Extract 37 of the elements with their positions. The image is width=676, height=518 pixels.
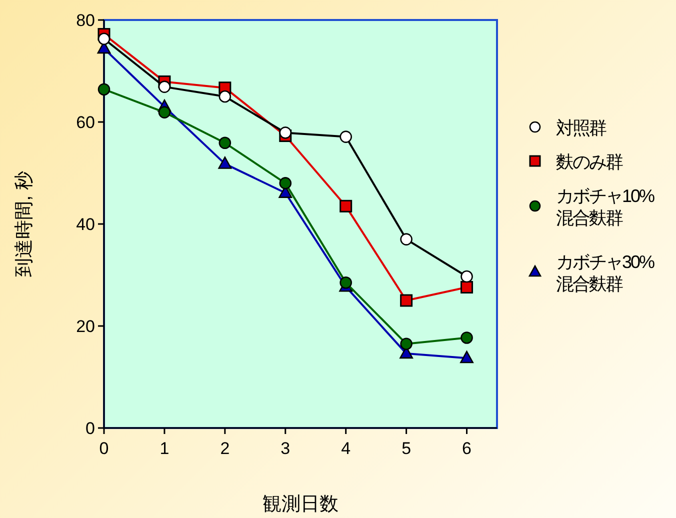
- x-tick-label: 6: [462, 439, 472, 458]
- x-tick-label: 2: [220, 439, 230, 458]
- x-tick-label: 1: [160, 439, 170, 458]
- point: [400, 233, 412, 246]
- point: [400, 294, 413, 307]
- point: [98, 83, 110, 96]
- y-axis-title: 到達時間, 秒: [14, 171, 35, 277]
- x-tick-label: 4: [341, 439, 351, 458]
- x-axis-title: 観測日数: [262, 494, 338, 515]
- point: [218, 90, 232, 103]
- point: [158, 106, 171, 118]
- point: [218, 156, 232, 169]
- point: [158, 80, 171, 93]
- point: [460, 270, 473, 283]
- y-tick-label: 20: [76, 317, 95, 336]
- legend-label: 対照群: [556, 118, 607, 138]
- x-tick-label: 0: [99, 439, 109, 458]
- y-tick-label: 0: [86, 419, 95, 438]
- point: [279, 177, 292, 190]
- point: [460, 280, 474, 294]
- legend-label: 麩のみ群: [556, 152, 624, 172]
- point: [340, 130, 352, 143]
- legend-label: カボチャ30% 混合麩群: [556, 252, 656, 294]
- point: [279, 126, 292, 139]
- legend-label: カボチャ10% 混合麩群: [556, 186, 656, 228]
- y-tick-label: 60: [76, 113, 95, 132]
- point: [340, 200, 352, 212]
- x-tick-label: 3: [280, 439, 290, 458]
- y-tick-label: 40: [76, 215, 95, 234]
- point: [340, 276, 352, 289]
- point: [400, 338, 412, 350]
- point: [460, 350, 474, 364]
- point: [460, 332, 473, 344]
- x-tick-label: 5: [402, 439, 412, 458]
- y-tick-label: 80: [76, 11, 95, 30]
- point: [218, 136, 232, 150]
- point: [98, 32, 110, 46]
